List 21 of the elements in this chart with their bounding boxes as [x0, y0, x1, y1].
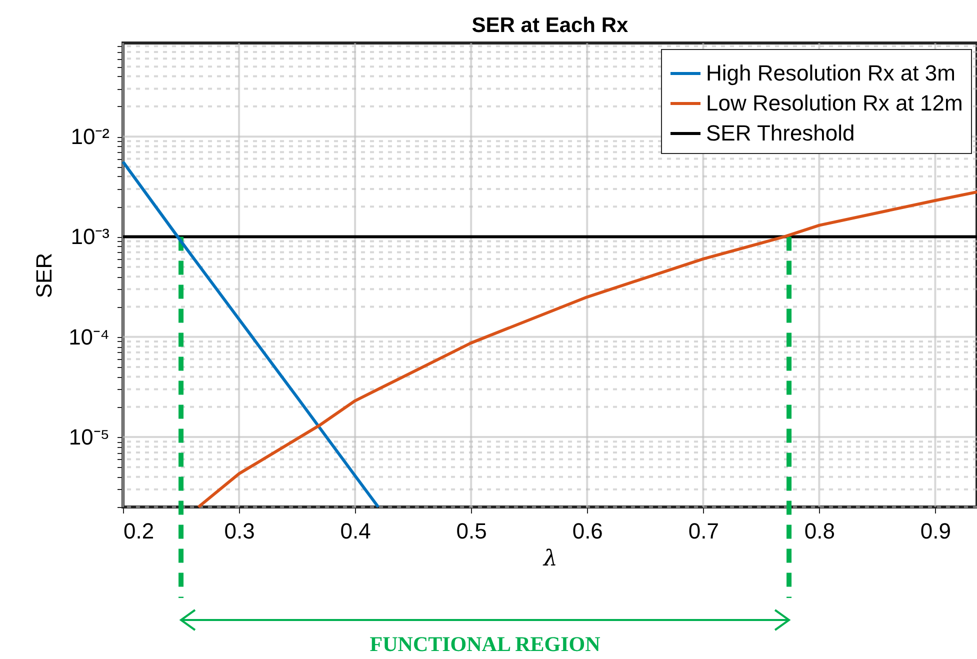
y-axis-title: SER	[32, 252, 57, 298]
line-series	[196, 190, 977, 508]
y-tick-label: 10⁻⁴	[68, 324, 110, 350]
x-tick-label: 0.5	[456, 518, 487, 544]
legend-label: High Resolution Rx at 3m	[706, 60, 956, 86]
x-tick-label: 0.6	[572, 518, 603, 544]
x-tick-label: 0.3	[224, 518, 255, 544]
x-axis-title: λ	[542, 546, 558, 572]
y-tick-label: 10⁻²	[70, 124, 110, 150]
chart-title: SER at Each Rx	[472, 14, 629, 37]
x-tick-label: 0.7	[688, 518, 719, 544]
x-tick-label: 0.9	[920, 518, 952, 544]
y-tick-label: 10⁻⁵	[68, 424, 110, 450]
legend-label: Low Resolution Rx at 12m	[706, 90, 963, 116]
text: FUNCTIONAL REGION	[370, 632, 600, 656]
x-tick-label: 0.8	[804, 518, 835, 544]
legend-label: SER Threshold	[706, 120, 855, 146]
x-tick-label: 0.2	[124, 518, 154, 544]
line-series	[122, 160, 380, 508]
y-tick-label: 10⁻³	[70, 224, 110, 250]
x-tick-label: 0.4	[340, 518, 371, 544]
